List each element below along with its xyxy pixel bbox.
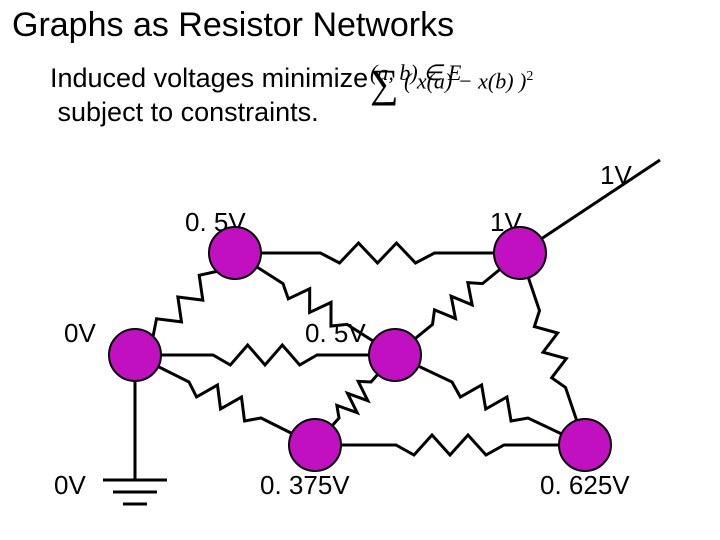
resistor-edge xyxy=(520,253,585,445)
graph-node xyxy=(289,419,341,471)
resistor-edge xyxy=(235,253,395,355)
graph-node xyxy=(209,227,261,279)
graph-node xyxy=(559,419,611,471)
resistor-edge xyxy=(135,355,315,445)
resistor-edge xyxy=(235,243,520,263)
slide-root: Graphs as Resistor Networks Induced volt… xyxy=(0,0,720,540)
resistor-edge xyxy=(135,345,395,365)
circuit-svg xyxy=(0,0,720,540)
nodes-group xyxy=(109,227,611,471)
graph-node xyxy=(109,329,161,381)
graph-node xyxy=(369,329,421,381)
resistor-edge xyxy=(395,355,585,445)
graph-node xyxy=(494,227,546,279)
resistor-edge xyxy=(315,435,585,455)
